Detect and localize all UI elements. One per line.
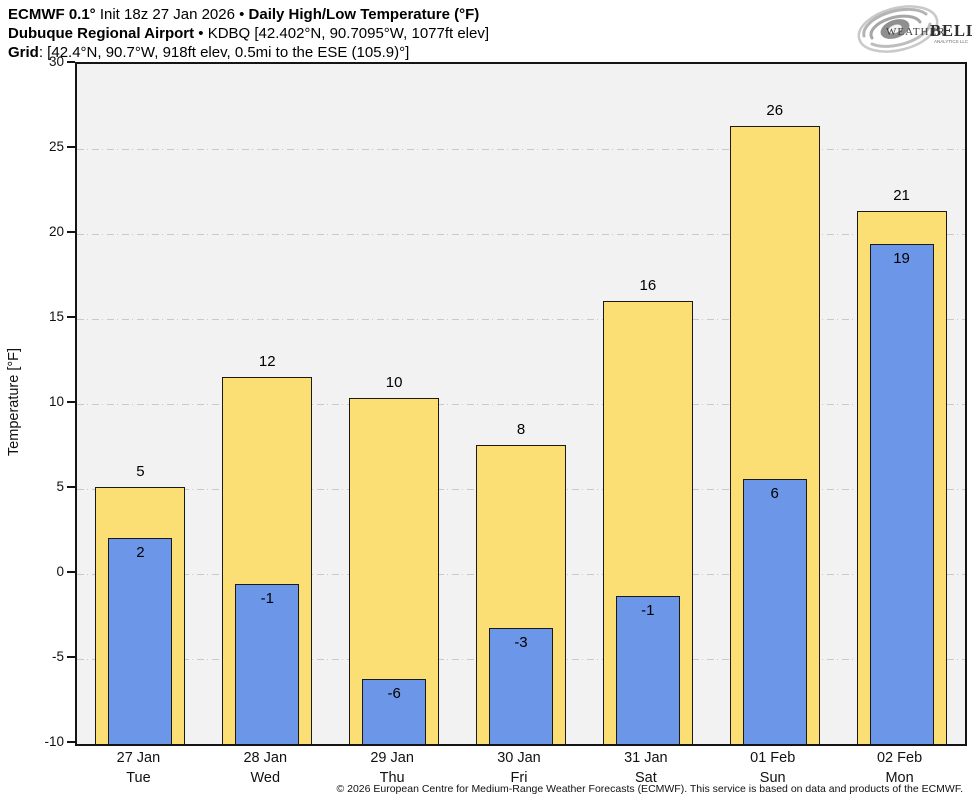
x-tick-date: 30 Jan (497, 750, 541, 766)
grid-label: Grid (8, 44, 39, 61)
y-tick-label: 10 (48, 394, 64, 409)
x-tick-date: 01 Feb (750, 750, 796, 766)
low-value-label: 6 (770, 484, 779, 502)
x-tick-label: 27 Jan Tue (75, 748, 202, 788)
y-tick-label: 15 (48, 309, 64, 324)
weatherbell-logo: WEATHER BELL ANALYTICS LLC (857, 5, 972, 53)
y-tick-mark (67, 656, 75, 658)
high-value-label: 10 (385, 374, 403, 392)
x-tick-label: 30 Jan Fri (456, 748, 583, 788)
y-tick-label: 0 (56, 564, 64, 579)
init-time: Init 18z 27 Jan 2026 • (95, 6, 249, 23)
low-bar (742, 478, 807, 744)
grid-details: : [42.4°N, 90.7°W, 918ft elev, 0.5mi to … (38, 44, 410, 61)
bar-group: 26 6 (711, 64, 838, 744)
copyright-notice: © 2026 European Centre for Medium-Range … (336, 783, 963, 795)
x-tick-date: 31 Jan (624, 750, 668, 766)
y-tick-label: -5 (51, 649, 64, 664)
x-tick-label: 02 Feb Mon (836, 748, 963, 788)
bar-group: 16 -1 (584, 64, 711, 744)
x-tick-weekday: Wed (250, 770, 281, 786)
x-tick-date: 29 Jan (370, 750, 414, 766)
bar-group: 12 -1 (204, 64, 331, 744)
x-tick-date: 28 Jan (243, 750, 288, 766)
x-tick-weekday: Tue (126, 770, 151, 786)
chart-type-title: Daily High/Low Temperature (°F) (248, 6, 480, 23)
high-value-label: 16 (639, 277, 657, 295)
low-value-label: 19 (893, 250, 910, 268)
low-bar (488, 628, 553, 744)
y-tick-mark (67, 146, 75, 148)
y-tick-mark (67, 401, 75, 403)
y-tick-label: 25 (48, 139, 64, 154)
x-tick-label: 29 Jan Thu (329, 748, 456, 788)
bar-group: 10 -6 (331, 64, 458, 744)
low-bar (108, 538, 173, 744)
gridline (77, 318, 965, 320)
high-value-label: 12 (258, 352, 276, 370)
low-value-label: 2 (136, 544, 145, 562)
low-value-label: -1 (641, 602, 655, 620)
high-value-label: 26 (766, 102, 784, 120)
x-tick-label: 31 Jan Sat (582, 748, 709, 788)
x-tick-date: 27 Jan (116, 750, 161, 766)
y-tick-mark (67, 316, 75, 318)
hurricane-spiral-icon (857, 5, 939, 53)
bar-group: 8 -3 (458, 64, 585, 744)
high-value-label: 5 (136, 463, 145, 481)
low-value-label: -6 (387, 685, 401, 703)
low-bar (615, 596, 680, 744)
y-tick-label: -10 (44, 734, 64, 749)
station-line: Dubuque Regional Airport • KDBQ [42.402°… (8, 24, 489, 43)
x-tick-weekday: Thu (379, 770, 405, 786)
chart-header: ECMWF 0.1° Init 18z 27 Jan 2026 • Daily … (8, 5, 489, 62)
x-tick-label: 28 Jan Wed (202, 748, 329, 788)
high-value-label: 8 (516, 420, 526, 438)
y-tick-mark (67, 61, 75, 63)
title-line: ECMWF 0.1° Init 18z 27 Jan 2026 • Daily … (8, 5, 489, 24)
low-bar (235, 584, 300, 744)
x-tick-weekday: Sun (759, 770, 786, 786)
plot-area: 5 2 12 -1 10 -6 8 -3 16 -1 26 6 21 19 (75, 62, 967, 746)
grid-line: Grid: [42.4°N, 90.7°W, 918ft elev, 0.5mi… (8, 43, 489, 62)
gridline (77, 403, 965, 405)
y-tick-label: 5 (56, 479, 64, 494)
gridline (77, 148, 965, 150)
station-details: • KDBQ [42.402°N, 90.7095°W, 1077ft elev… (194, 25, 490, 42)
model-name: ECMWF 0.1° (8, 6, 96, 23)
y-tick-mark (67, 486, 75, 488)
station-name: Dubuque Regional Airport (8, 25, 195, 42)
low-value-label: -1 (260, 590, 274, 608)
high-value-label: 21 (893, 187, 910, 205)
low-bar (362, 679, 427, 744)
x-tick-weekday: Sat (634, 770, 657, 786)
bar-group: 21 19 (838, 64, 965, 744)
x-tick-weekday: Fri (510, 770, 528, 786)
x-tick-label: 01 Feb Sun (709, 748, 836, 788)
y-tick-mark (67, 741, 75, 743)
y-tick-label: 20 (48, 224, 64, 239)
low-value-label: -3 (514, 634, 528, 652)
logo-text-weather: WEATHER (886, 26, 946, 38)
gridline (77, 233, 965, 235)
x-tick-weekday: Mon (885, 770, 914, 786)
y-tick-mark (67, 571, 75, 573)
logo-text-bell: BELL (930, 21, 972, 40)
y-tick-mark (67, 231, 75, 233)
x-tick-date: 02 Feb (876, 750, 923, 766)
y-tick-label: 30 (48, 54, 64, 69)
logo-subtext: ANALYTICS LLC (934, 39, 969, 44)
low-bar (869, 244, 934, 744)
